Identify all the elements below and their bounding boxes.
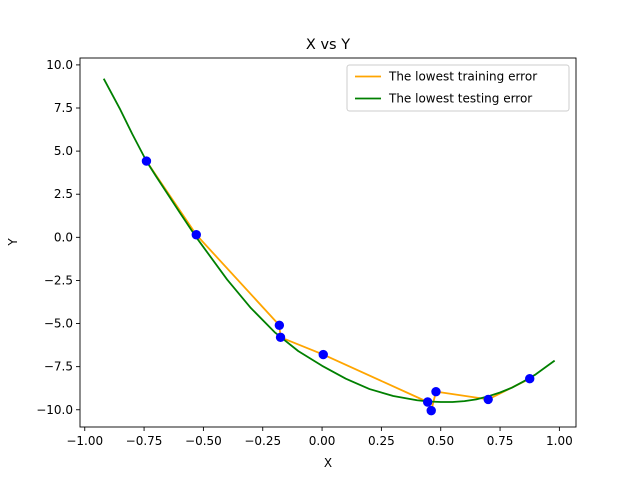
scatter-point-3 [274, 320, 285, 330]
scatter-point-9 [483, 394, 493, 405]
scatter-point-6 [422, 397, 433, 407]
scatter-point-5 [318, 349, 328, 360]
scatter-point-1 [141, 156, 152, 166]
scatter-point-4 [275, 332, 286, 343]
x-tick-label: 0.00 [309, 434, 336, 448]
y-tick-label: −7.5 [44, 360, 73, 374]
x-tick-label: 0.25 [368, 434, 395, 448]
series-line-1 [145, 160, 531, 412]
y-tick-label: −10.0 [36, 403, 73, 417]
legend: The lowest training error The lowest test… [346, 64, 570, 112]
x-tick-label: −0.50 [185, 434, 222, 448]
scatter-point-10 [525, 374, 535, 384]
scatter-group [141, 156, 535, 416]
legend-label-2: The lowest testing error [388, 92, 532, 106]
plot-area: −1.00 −0.75 −0.50 −0.25 0.00 0.25 0.50 0.75 1.00… [36, 57, 577, 448]
legend-label-1: The lowest training error [388, 70, 537, 84]
chart-title: X vs Y [306, 37, 350, 53]
y-tick-label: 2.5 [54, 187, 73, 201]
scatter-point-8 [431, 386, 441, 397]
y-tick-label: 10.0 [46, 58, 73, 72]
x-tick-label: 0.50 [427, 434, 454, 448]
x-tick-label: −1.00 [66, 434, 103, 448]
legend-box [346, 64, 570, 112]
y-axis-label: Y [6, 238, 20, 247]
y-tick-label: −5.0 [44, 317, 73, 331]
x-tick-label: 1.00 [546, 434, 573, 448]
y-tick-label: −2.5 [44, 273, 73, 287]
y-tick-label: 7.5 [54, 101, 73, 115]
y-tick-label: 0.0 [54, 230, 73, 244]
x-tick-label: 0.75 [487, 434, 514, 448]
y-tick-label: 5.0 [54, 144, 73, 158]
x-tick-label: −0.25 [244, 434, 281, 448]
x-axis-label: X [324, 456, 332, 470]
scatter-point-2 [191, 230, 201, 240]
axes-frame [79, 57, 577, 428]
x-tick-label: −0.75 [126, 434, 163, 448]
series-group [102, 78, 556, 412]
scatter-point-7 [426, 405, 436, 416]
series-line-2 [102, 78, 556, 403]
